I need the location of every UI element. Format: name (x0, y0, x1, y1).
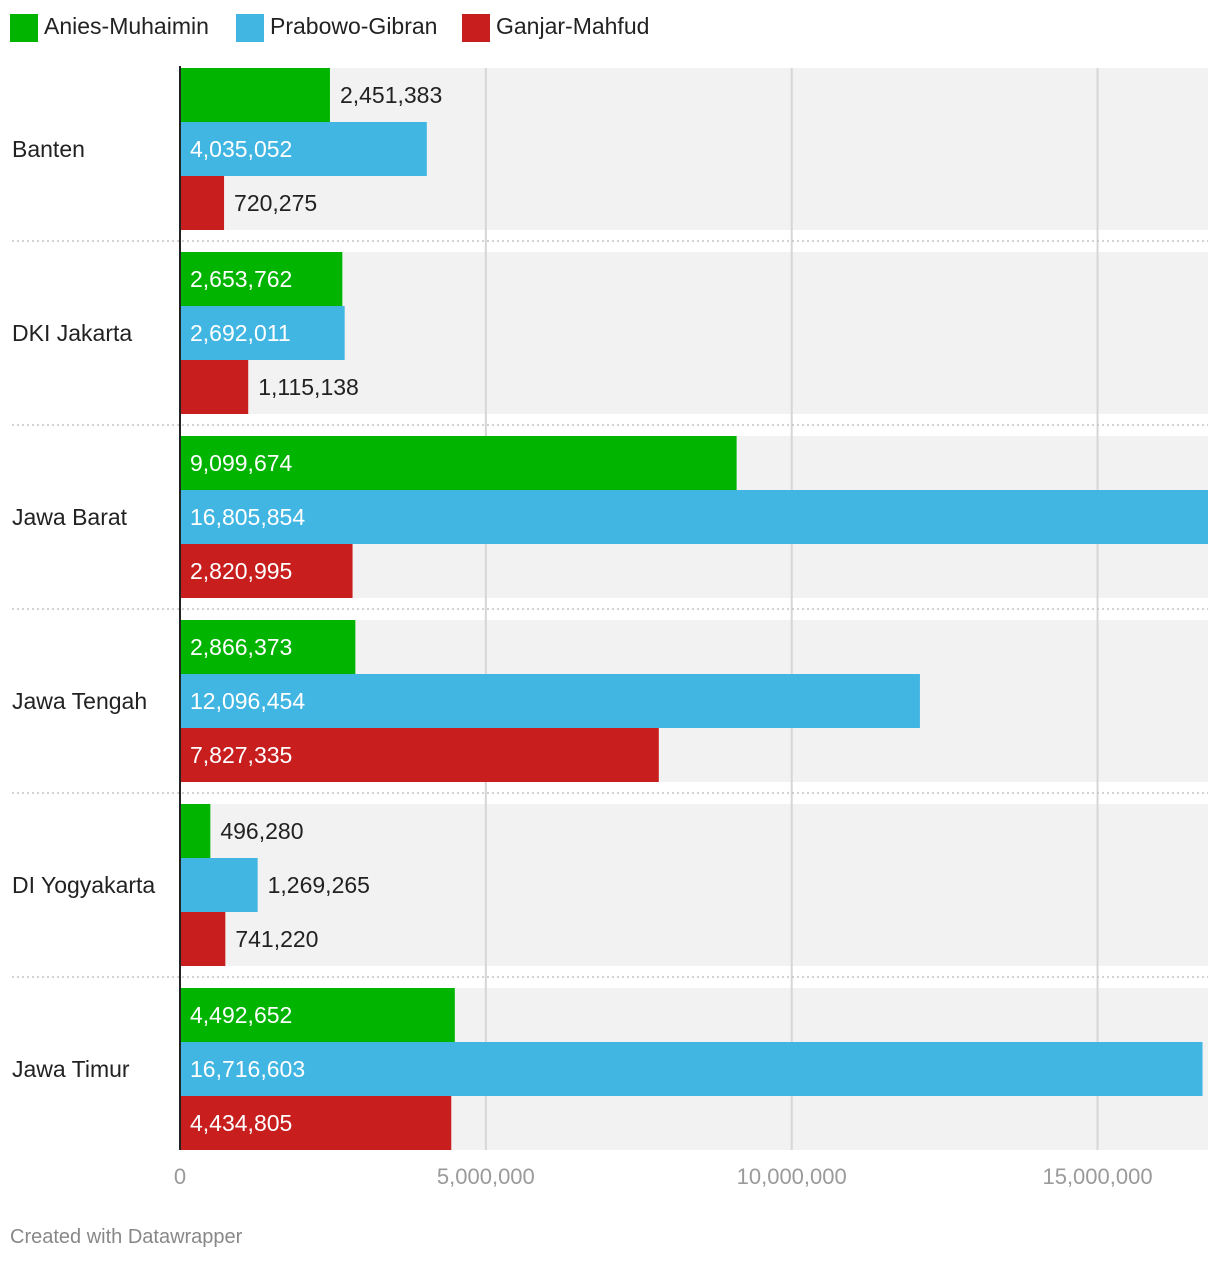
bar-jawa-timur-anies-muhaimin (180, 988, 455, 1042)
legend-swatch-ganjar-mahfud (462, 14, 490, 42)
value-label-dki-jakarta-anies-muhaimin: 2,653,762 (190, 266, 292, 292)
bar-banten-prabowo-gibran (180, 122, 427, 176)
bar-jawa-timur-prabowo-gibran (180, 1042, 1203, 1096)
bar-jawa-tengah-ganjar-mahfud (180, 728, 659, 782)
category-separators (12, 240, 1208, 978)
legend-label-prabowo-gibran: Prabowo-Gibran (270, 13, 437, 39)
value-label-dki-jakarta-ganjar-mahfud: 1,115,138 (258, 374, 359, 400)
legend-label-anies-muhaimin: Anies-Muhaimin (44, 13, 209, 39)
bar-dki-jakarta-ganjar-mahfud (180, 360, 249, 414)
legend-swatch-anies-muhaimin (10, 14, 38, 42)
bar-jawa-tengah-anies-muhaimin (180, 620, 356, 674)
category-label-jawa-timur: Jawa Timur (12, 1056, 130, 1082)
bar-jawa-tengah-prabowo-gibran (180, 674, 920, 728)
value-label-di-yogyakarta-anies-muhaimin: 496,280 (220, 818, 303, 844)
category-label-jawa-barat: Jawa Barat (12, 504, 128, 530)
value-label-di-yogyakarta-ganjar-mahfud: 741,220 (235, 926, 318, 952)
value-label-jawa-barat-anies-muhaimin: 9,099,674 (190, 450, 293, 476)
value-label-banten-prabowo-gibran: 4,035,052 (190, 136, 292, 162)
bar-jawa-barat-anies-muhaimin (180, 436, 737, 490)
x-tick-label-15000000: 15,000,000 (1042, 1164, 1152, 1189)
category-labels: Banten DKI Jakarta Jawa Barat Jawa Tengah DI… (12, 136, 155, 1082)
category-label-dki-jakarta: DKI Jakarta (12, 320, 132, 346)
x-tick-label-0: 0 (174, 1164, 186, 1189)
category-label-di-yogyakarta: DI Yogyakarta (12, 872, 155, 898)
value-label-jawa-timur-anies-muhaimin: 4,492,652 (190, 1002, 292, 1028)
bar-di-yogyakarta-ganjar-mahfud (180, 912, 226, 966)
legend-label-ganjar-mahfud: Ganjar-Mahfud (496, 13, 649, 39)
legend-swatch-prabowo-gibran (236, 14, 264, 42)
x-tick-label-5000000: 5,000,000 (437, 1164, 535, 1189)
bar-di-yogyakarta-prabowo-gibran (180, 858, 258, 912)
value-label-jawa-tengah-ganjar-mahfud: 7,827,335 (190, 742, 292, 768)
bar-dki-jakarta-prabowo-gibran (180, 306, 345, 360)
value-label-jawa-barat-ganjar-mahfud: 2,820,995 (190, 558, 292, 584)
bar-jawa-timur-ganjar-mahfud (180, 1096, 452, 1150)
bar-dki-jakarta-anies-muhaimin (180, 252, 343, 306)
credit-text: Created with Datawrapper (10, 1226, 243, 1248)
panel-dki-jakarta (180, 252, 1208, 414)
category-label-banten: Banten (12, 136, 85, 162)
bar-di-yogyakarta-anies-muhaimin (180, 804, 211, 858)
value-label-jawa-timur-ganjar-mahfud: 4,434,805 (190, 1110, 292, 1136)
value-label-jawa-timur-prabowo-gibran: 16,716,603 (190, 1056, 305, 1082)
bar-jawa-barat-prabowo-gibran (180, 490, 1208, 544)
bar-jawa-barat-ganjar-mahfud (180, 544, 353, 598)
x-tick-label-10000000: 10,000,000 (737, 1164, 847, 1189)
bar-banten-anies-muhaimin (180, 68, 330, 122)
value-label-dki-jakarta-prabowo-gibran: 2,692,011 (190, 320, 291, 346)
panel-di-yogyakarta (180, 804, 1208, 966)
bar-banten-ganjar-mahfud (180, 176, 225, 230)
value-label-jawa-tengah-prabowo-gibran: 12,096,454 (190, 688, 305, 714)
bars: 2,451,383 4,035,052 720,275 2,653,762 2,692,… (179, 66, 1208, 1150)
category-label-jawa-tengah: Jawa Tengah (12, 688, 147, 714)
value-label-di-yogyakarta-prabowo-gibran: 1,269,265 (268, 872, 370, 898)
legend: Anies-Muhaimin Prabowo-Gibran Ganjar-Mahfu… (10, 13, 649, 42)
value-label-jawa-tengah-anies-muhaimin: 2,866,373 (190, 634, 292, 660)
value-label-banten-anies-muhaimin: 2,451,383 (340, 82, 442, 108)
value-label-jawa-barat-prabowo-gibran: 16,805,854 (190, 504, 305, 530)
value-label-banten-ganjar-mahfud: 720,275 (234, 190, 317, 216)
x-axis-ticks: 0 5,000,000 10,000,000 15,000,000 (174, 1164, 1153, 1189)
